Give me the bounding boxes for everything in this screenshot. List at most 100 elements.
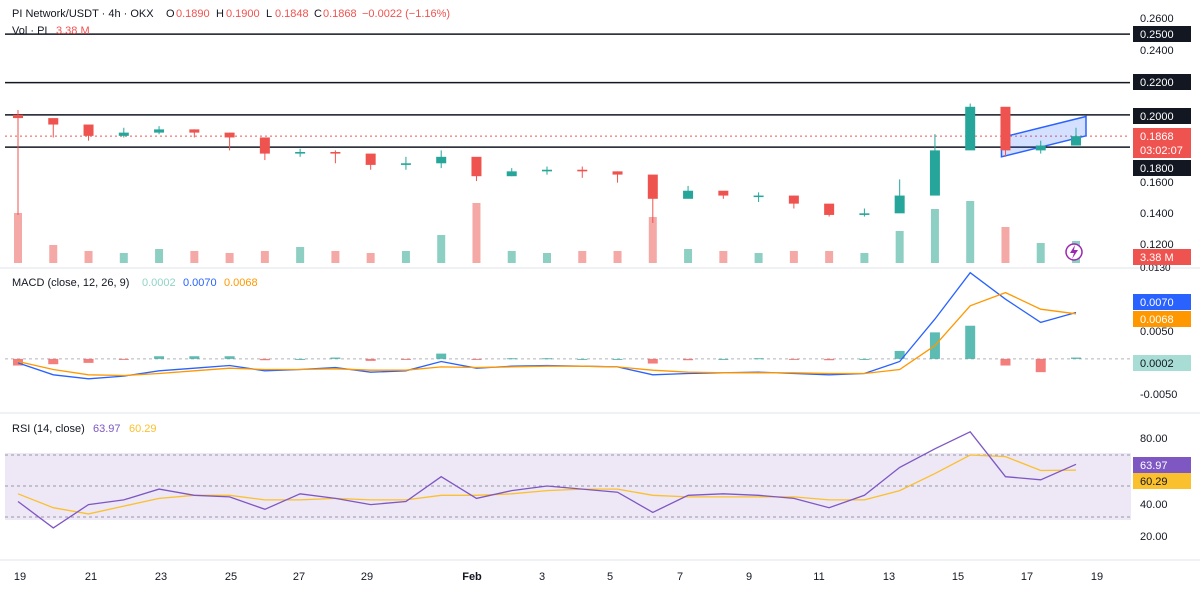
volume-bar bbox=[930, 209, 939, 263]
volume-bar bbox=[472, 203, 481, 263]
volume-bar bbox=[84, 251, 93, 263]
hist-value-tag bbox=[1133, 355, 1191, 371]
candle-body bbox=[753, 195, 764, 198]
macd-histogram-bar bbox=[577, 358, 588, 360]
date-tick: 7 bbox=[677, 571, 683, 583]
macd-histogram-bar bbox=[436, 353, 447, 359]
macd-histogram-bar bbox=[859, 358, 870, 360]
macd-axis[interactable]: 0.0050 -0.0050 0.0070 0.0068 0.0002 bbox=[1133, 294, 1191, 401]
macd-tick: -0.0050 bbox=[1140, 389, 1177, 401]
macd-histogram-bar bbox=[365, 358, 376, 361]
macd-histogram-bar bbox=[224, 356, 235, 359]
price-tick: 0.0130 bbox=[1140, 263, 1171, 274]
candle-body bbox=[788, 195, 799, 204]
macd-histogram-bar bbox=[718, 358, 729, 360]
rsi-ma-value-tag bbox=[1133, 473, 1191, 489]
volume-bar bbox=[860, 253, 869, 263]
macd-histogram-bar bbox=[612, 358, 623, 360]
volume-bar bbox=[225, 253, 234, 263]
price-tick: 0.2400 bbox=[1140, 45, 1174, 57]
macd-pane bbox=[5, 271, 1130, 380]
macd-hist-legend-value: 0.0002 bbox=[142, 277, 176, 289]
volume-bar bbox=[119, 253, 128, 263]
macd-legend-label: MACD (close, 12, 26, 9) bbox=[12, 277, 129, 289]
candle-body bbox=[400, 163, 411, 165]
candle-body bbox=[929, 150, 940, 196]
close-value: 0.1868 bbox=[323, 8, 357, 20]
price-tick: 0.1600 bbox=[1140, 177, 1174, 189]
volume-bar bbox=[190, 251, 199, 263]
candle-body bbox=[224, 132, 235, 138]
signal-value-tag-text: 0.0068 bbox=[1140, 314, 1174, 326]
rsi-axis[interactable]: 80.00 40.00 20.00 63.97 60.29 bbox=[1133, 433, 1191, 543]
open-value: 0.1890 bbox=[176, 8, 210, 20]
date-tick: 25 bbox=[225, 571, 237, 583]
macd-histogram-bar bbox=[1035, 358, 1046, 373]
candle-body bbox=[436, 156, 447, 164]
candle-body bbox=[13, 114, 23, 119]
level-tag-text: 0.1800 bbox=[1140, 163, 1174, 175]
volume-label: Vol · PI bbox=[12, 25, 47, 37]
candlesticks bbox=[13, 103, 1081, 224]
volume-bar bbox=[296, 247, 305, 263]
macd-tick: 0.0050 bbox=[1140, 326, 1174, 338]
macd-histogram-bar bbox=[295, 358, 306, 360]
price-tick: 0.2600 bbox=[1140, 13, 1174, 25]
candle-body bbox=[154, 129, 165, 133]
volume-bar bbox=[966, 201, 975, 263]
date-tick: 3 bbox=[539, 571, 545, 583]
rsi-ma-value-tag-text: 60.29 bbox=[1140, 476, 1168, 488]
macd-histogram-bar bbox=[647, 358, 658, 364]
macd-histogram-bar bbox=[753, 358, 764, 360]
candle-body bbox=[1000, 106, 1011, 151]
volume-bar bbox=[260, 251, 269, 263]
macd-histogram-bar bbox=[83, 358, 94, 363]
volume-bar bbox=[719, 251, 728, 263]
date-tick: Feb bbox=[462, 571, 482, 583]
signal-line bbox=[17, 291, 1077, 377]
date-tick: 11 bbox=[813, 571, 824, 583]
date-tick: 17 bbox=[1021, 571, 1033, 583]
lightning-icon[interactable] bbox=[1065, 243, 1083, 261]
open-label: O bbox=[166, 8, 175, 20]
candle-body bbox=[189, 129, 200, 133]
volume-bar bbox=[49, 245, 58, 263]
macd-histogram-bar bbox=[189, 356, 200, 359]
candle-body bbox=[118, 132, 129, 136]
low-value: 0.1848 bbox=[275, 8, 309, 20]
rsi-legend: RSI (14, close) 63.97 60.29 bbox=[12, 423, 157, 435]
rsi-legend-value: 63.97 bbox=[93, 423, 121, 435]
date-tick: 29 bbox=[361, 571, 373, 583]
candle-body bbox=[612, 171, 623, 175]
candle-body bbox=[365, 153, 376, 165]
macd-value-tag bbox=[1133, 294, 1191, 310]
volume-bars bbox=[14, 201, 1080, 263]
rsi-value-tag bbox=[1133, 457, 1191, 473]
volume-bar bbox=[331, 251, 340, 263]
candle-body bbox=[1071, 136, 1081, 146]
signal-value-tag bbox=[1133, 311, 1191, 327]
horizontal-levels[interactable] bbox=[5, 33, 1130, 148]
macd-histogram-bar bbox=[400, 358, 411, 360]
macd-histogram-bar bbox=[13, 358, 23, 366]
price-axis[interactable]: 0.2600 0.2400 0.1600 0.1400 0.1200 0.013… bbox=[1133, 13, 1191, 274]
high-label: H bbox=[216, 8, 224, 20]
time-axis[interactable]: 19 21 23 25 27 29 Feb 3 5 7 9 11 13 15 17 19 bbox=[14, 571, 1103, 583]
candle-body bbox=[859, 213, 870, 215]
candle-body bbox=[330, 151, 341, 154]
candle-body bbox=[542, 169, 552, 172]
volume-bar bbox=[895, 231, 904, 263]
macd-histogram-bar bbox=[542, 358, 552, 360]
price-tick: 0.1200 bbox=[1140, 239, 1174, 251]
date-tick: 13 bbox=[883, 571, 895, 583]
macd-histogram-bar bbox=[330, 357, 341, 359]
volume-bar bbox=[507, 251, 516, 263]
macd-histogram-bar bbox=[48, 358, 59, 365]
volume-bar bbox=[437, 235, 446, 263]
rsi-line bbox=[17, 430, 1077, 529]
volume-bar bbox=[401, 251, 410, 263]
volume-tag-text: 3.38 M bbox=[1140, 252, 1174, 264]
volume-bar bbox=[1036, 243, 1045, 263]
